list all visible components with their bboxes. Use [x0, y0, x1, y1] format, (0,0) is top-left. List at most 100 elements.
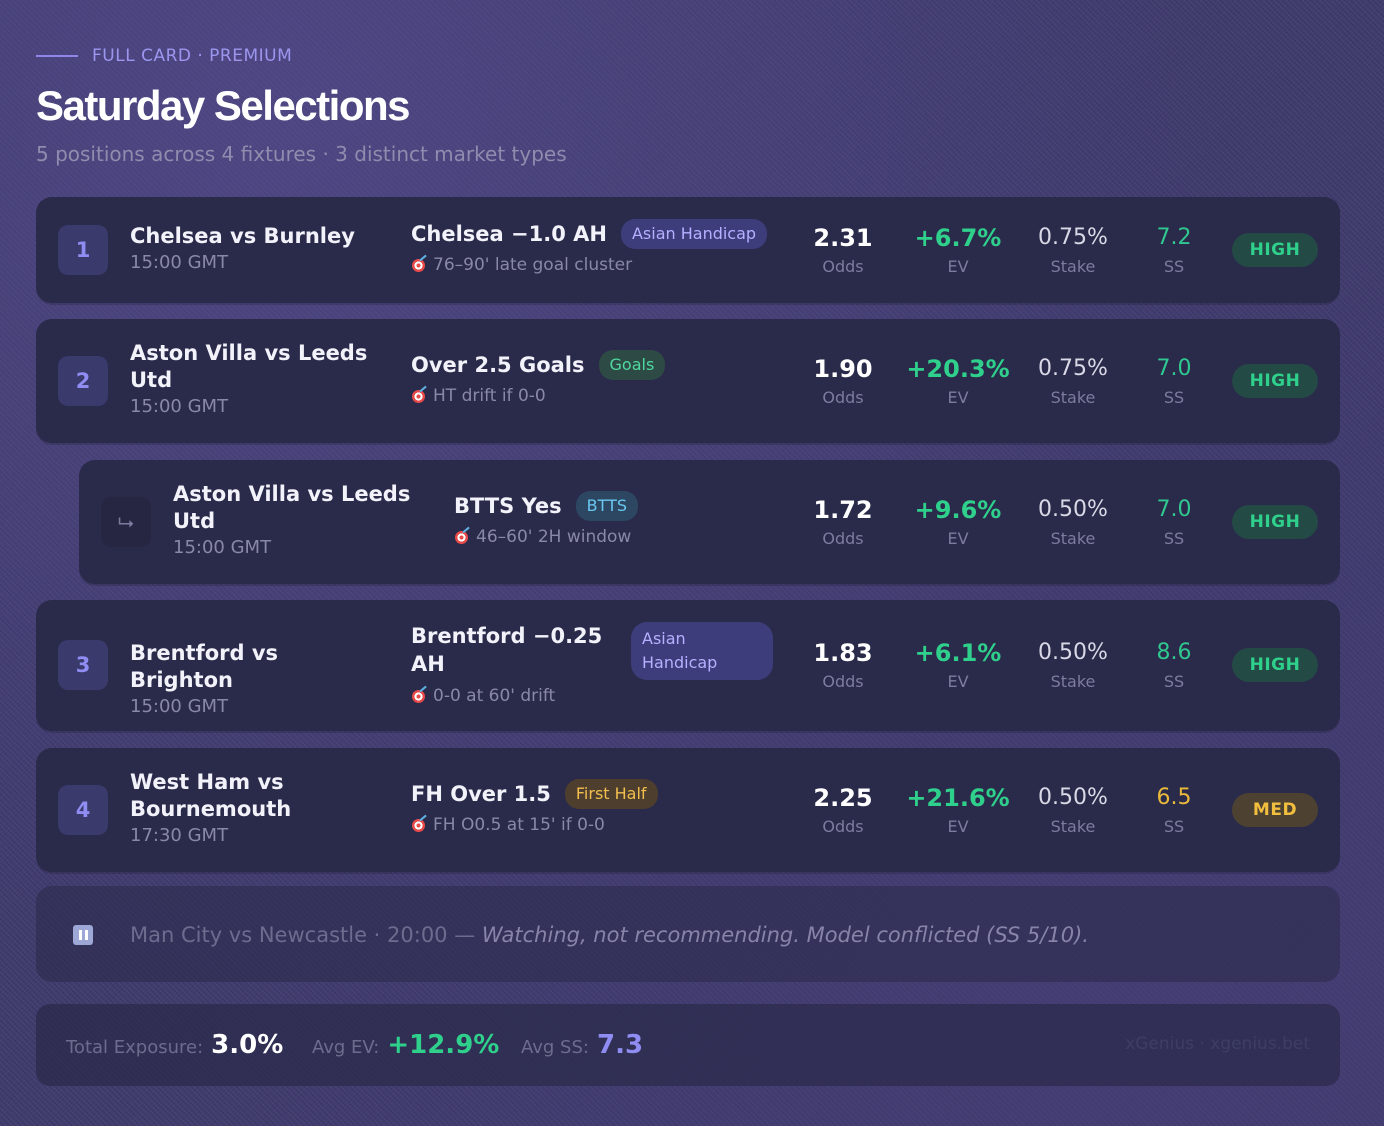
ss-label: SS	[1163, 257, 1185, 276]
fixture-name: Aston Villa vs Leeds Utd	[173, 482, 411, 533]
stake: 0.50% Stake	[1018, 495, 1128, 548]
odds-label: Odds	[822, 257, 864, 276]
kickoff-time: 15:00 GMT	[173, 537, 272, 558]
avg-ev-label: Avg EV:	[312, 1037, 380, 1058]
market-name: Over 2.5 Goals	[411, 353, 585, 377]
kickoff-time: 15:00 GMT	[130, 696, 229, 717]
stake-value: 0.75%	[1038, 356, 1108, 381]
selection-card[interactable]: 2 Aston Villa vs Leeds Utd 15:00 GMT Ove…	[36, 319, 1340, 443]
selection-number: 2	[58, 356, 108, 406]
ss: 7.0 SS	[1119, 354, 1229, 407]
kickoff-time: 17:30 GMT	[130, 825, 229, 846]
selection-number: 1	[58, 225, 108, 275]
ev-label: EV	[947, 672, 969, 691]
watchlist-card: Man City vs Newcastle · 20:00 — Watching…	[36, 886, 1340, 982]
target-icon	[411, 388, 427, 404]
odds-value: 1.90	[813, 355, 873, 383]
ev-label: EV	[947, 817, 969, 836]
ss-label: SS	[1163, 817, 1185, 836]
ev-value: +9.6%	[914, 496, 1002, 524]
ev: +21.6% EV	[903, 783, 1013, 836]
eyebrow: FULL CARD · PREMIUM	[36, 46, 292, 66]
selection-card[interactable]: 3 Brentford vs Brighton 15:00 GMT Brentf…	[36, 600, 1340, 731]
timing-note: 0-0 at 60' drift	[411, 686, 781, 706]
ss-label: SS	[1163, 529, 1185, 548]
ss: 6.5 SS	[1119, 783, 1229, 836]
market-name: Brentford −0.25 AH	[411, 624, 603, 676]
stake: 0.50% Stake	[1018, 638, 1128, 691]
ev: +9.6% EV	[903, 495, 1013, 548]
page-subtitle: 5 positions across 4 fixtures · 3 distin…	[36, 142, 567, 166]
timing-note: FH O0.5 at 15' if 0-0	[411, 815, 781, 835]
ss-value: 7.0	[1156, 356, 1192, 381]
ev-value: +20.3%	[906, 355, 1010, 383]
odds: 2.31 Odds	[788, 223, 898, 276]
stake-label: Stake	[1050, 257, 1096, 276]
market: Brentford −0.25 AH Asian Handicap 0-0 at…	[411, 622, 781, 706]
eyebrow-line	[36, 55, 78, 57]
timing-note-text: HT drift if 0-0	[433, 386, 546, 406]
selection-card[interactable]: 1 Chelsea vs Burnley 15:00 GMT Chelsea −…	[36, 197, 1340, 303]
ev: +6.7% EV	[903, 223, 1013, 276]
ss-value: 7.0	[1156, 497, 1192, 522]
selection-number: 3	[58, 640, 108, 690]
ss: 8.6 SS	[1119, 638, 1229, 691]
market-type-badge: Goals	[598, 350, 666, 380]
stake-value: 0.50%	[1038, 640, 1108, 665]
stake: 0.75% Stake	[1018, 354, 1128, 407]
market-name: BTTS Yes	[454, 494, 562, 518]
stake-label: Stake	[1050, 672, 1096, 691]
sub-arrow-icon: ⮡	[101, 497, 151, 547]
ev-value: +6.7%	[914, 224, 1002, 252]
ev-label: EV	[947, 257, 969, 276]
odds-label: Odds	[822, 388, 864, 407]
ss: 7.2 SS	[1119, 223, 1229, 276]
market-type-badge: Asian Handicap	[631, 622, 773, 680]
brand-link[interactable]: xGenius · xgenius.bet	[1125, 1034, 1310, 1054]
ev-label: EV	[947, 529, 969, 548]
page-title: Saturday Selections	[36, 82, 410, 129]
confidence-badge: MED	[1232, 793, 1318, 827]
watchlist-text: Man City vs Newcastle · 20:00 — Watching…	[130, 923, 1089, 947]
kickoff-time: 15:00 GMT	[130, 252, 229, 273]
total-exposure-value: 3.0%	[211, 1030, 284, 1060]
selection-card-sub[interactable]: ⮡ Aston Villa vs Leeds Utd 15:00 GMT BTT…	[79, 460, 1340, 584]
selection-card[interactable]: 4 West Ham vs Bournemouth 17:30 GMT FH O…	[36, 748, 1340, 872]
market-name: FH Over 1.5	[411, 782, 551, 806]
avg-ss-value: 7.3	[596, 1030, 644, 1060]
market-type-badge: First Half	[564, 779, 658, 809]
market: Over 2.5 Goals Goals HT drift if 0-0	[411, 350, 781, 406]
fixture: West Ham vs Bournemouth 17:30 GMT	[130, 769, 380, 846]
odds-label: Odds	[822, 817, 864, 836]
confidence-badge: HIGH	[1232, 505, 1318, 539]
fixture-name: West Ham vs Bournemouth	[130, 770, 292, 821]
target-icon	[411, 257, 427, 273]
ev: +20.3% EV	[903, 354, 1013, 407]
fixture: Aston Villa vs Leeds Utd 15:00 GMT	[173, 481, 423, 558]
fixture: Brentford vs Brighton 15:00 GMT	[130, 640, 380, 717]
target-icon	[454, 529, 470, 545]
odds: 1.90 Odds	[788, 354, 898, 407]
ev-label: EV	[947, 388, 969, 407]
ss-value: 6.5	[1156, 785, 1192, 810]
fixture-name: Brentford vs Brighton	[130, 641, 279, 692]
watchlist-fixture: Man City vs Newcastle · 20:00 —	[130, 923, 482, 947]
stake-label: Stake	[1050, 529, 1096, 548]
odds-value: 2.31	[813, 224, 873, 252]
target-icon	[411, 817, 427, 833]
ev-value: +21.6%	[906, 784, 1010, 812]
confidence-badge: HIGH	[1232, 233, 1318, 267]
fixture-name: Aston Villa vs Leeds Utd	[130, 341, 368, 392]
target-icon	[411, 688, 427, 704]
market-name: Chelsea −1.0 AH	[411, 222, 607, 246]
kickoff-time: 15:00 GMT	[130, 396, 229, 417]
odds-label: Odds	[822, 672, 864, 691]
timing-note: 46–60' 2H window	[454, 527, 824, 547]
stake-value: 0.50%	[1038, 785, 1108, 810]
odds-value: 2.25	[813, 784, 873, 812]
ev-value: +6.1%	[914, 639, 1002, 667]
ss: 7.0 SS	[1119, 495, 1229, 548]
fixture: Aston Villa vs Leeds Utd 15:00 GMT	[130, 340, 380, 417]
market: Chelsea −1.0 AH Asian Handicap 76–90' la…	[411, 219, 781, 275]
stake-value: 0.50%	[1038, 497, 1108, 522]
